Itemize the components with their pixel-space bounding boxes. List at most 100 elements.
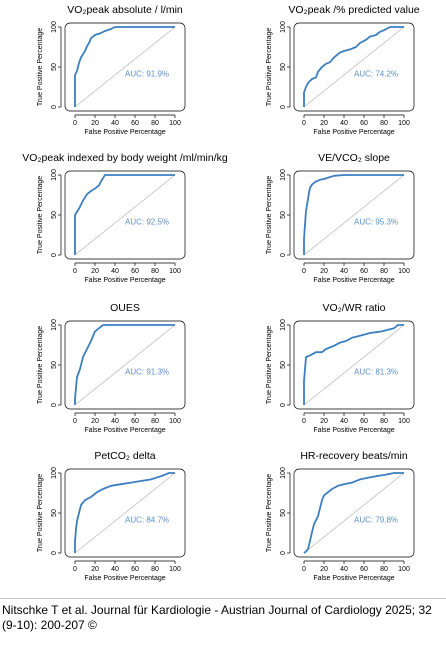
- chart-7-x-axis-label: False Positive Percentage: [84, 575, 165, 582]
- chart-1-y-tick-label: 100: [51, 21, 58, 33]
- chart-7-diagonal-reference: [74, 472, 176, 554]
- chart-8-y-axis-label: True Positive Percentage: [266, 474, 273, 552]
- chart-8-roc-curve: [303, 472, 404, 554]
- chart-3-auc-label: AUC: 92.5%: [125, 218, 169, 227]
- chart-6-roc-curve: [303, 324, 404, 405]
- chart-5-roc-curve: [74, 324, 175, 405]
- chart-7-x-tick-label: 60: [131, 566, 139, 573]
- chart-3-y-tick-label: 100: [51, 169, 58, 181]
- chart-2-x-tick-label: 100: [398, 120, 410, 127]
- chart-1-diagonal-reference: [74, 26, 176, 108]
- chart-8-y-tick-label: 100: [280, 467, 287, 479]
- chart-3-x-axis-label: False Positive Percentage: [84, 277, 165, 284]
- chart-2-plot-frame: [293, 22, 415, 112]
- chart-1-x-tick-label: 40: [111, 120, 119, 127]
- chart-1-x-tick-label: 60: [131, 120, 139, 127]
- chart-5-x-tick-label: 20: [91, 418, 99, 425]
- chart-6-y-axis-label: True Positive Percentage: [266, 326, 273, 404]
- chart-5-y-tick-label: 0: [51, 403, 58, 407]
- chart-3-x-tick-label: 80: [151, 268, 159, 275]
- chart-3-x-tick-label: 40: [111, 268, 119, 275]
- chart-4-roc-curve: [303, 174, 404, 255]
- chart-7-roc-curve: [74, 472, 175, 553]
- chart-4-x-tick-label: 100: [398, 268, 410, 275]
- figure-divider: [0, 598, 446, 599]
- chart-6-y-tick-label: 0: [280, 403, 287, 407]
- chart-4-y-axis-label: True Positive Percentage: [266, 176, 273, 254]
- chart-4-title: VE/VCO₂ slope: [318, 152, 390, 164]
- chart-4-x-tick-label: 80: [380, 268, 388, 275]
- chart-6-x-axis-label: False Positive Percentage: [313, 427, 394, 434]
- chart-4-plot-frame: [293, 170, 415, 260]
- chart-6-auc-label: AUC: 81.3%: [354, 368, 398, 377]
- chart-5-x-tick-label: 60: [131, 418, 139, 425]
- chart-8-y-tick-label: 0: [280, 551, 287, 555]
- chart-1-y-tick-label: 0: [51, 105, 58, 109]
- chart-7-x-tick-label: 40: [111, 566, 119, 573]
- chart-4-x-tick-label: 40: [340, 268, 348, 275]
- chart-8-auc-label: AUC: 79.8%: [354, 516, 398, 525]
- chart-5-plot-frame: [64, 320, 186, 410]
- chart-2-y-tick-label: 50: [280, 63, 287, 71]
- chart-2-y-tick-label: 100: [280, 21, 287, 33]
- chart-6-diagonal-reference: [303, 324, 405, 406]
- chart-7-y-axis-label: True Positive Percentage: [37, 474, 44, 552]
- chart-1-plot-frame: [64, 22, 186, 112]
- chart-7-x-tick-label: 100: [169, 566, 181, 573]
- chart-1-x-tick-label: 80: [151, 120, 159, 127]
- chart-8-diagonal-reference: [303, 472, 405, 554]
- chart-2-y-tick-label: 0: [280, 105, 287, 109]
- chart-1-x-tick-label: 0: [73, 120, 77, 127]
- chart-6-x-tick-label: 100: [398, 418, 410, 425]
- chart-6-x-tick-label: 40: [340, 418, 348, 425]
- chart-5-x-tick-label: 100: [169, 418, 181, 425]
- chart-7-x-tick-label: 20: [91, 566, 99, 573]
- chart-2-x-tick-label: 40: [340, 120, 348, 127]
- chart-4-x-axis-label: False Positive Percentage: [313, 277, 394, 284]
- chart-4-y-tick-label: 0: [280, 253, 287, 257]
- chart-1-y-tick-label: 50: [51, 63, 58, 71]
- chart-2-auc-label: AUC: 74.2%: [354, 70, 398, 79]
- chart-1-x-axis-label: False Positive Percentage: [84, 129, 165, 136]
- chart-3-plot-frame: [64, 170, 186, 260]
- chart-4-x-tick-label: 20: [320, 268, 328, 275]
- chart-7-y-tick-label: 0: [51, 551, 58, 555]
- chart-7-auc-label: AUC: 84.7%: [125, 516, 169, 525]
- chart-4-diagonal-reference: [303, 174, 405, 256]
- chart-1-title: VO₂peak absolute / l/min: [67, 4, 183, 16]
- chart-3-y-axis-label: True Positive Percentage: [37, 176, 44, 254]
- chart-3-diagonal-reference: [74, 174, 176, 256]
- chart-3-x-tick-label: 100: [169, 268, 181, 275]
- chart-5-auc-label: AUC: 91.3%: [125, 368, 169, 377]
- chart-5-x-axis-label: False Positive Percentage: [84, 427, 165, 434]
- chart-6-title: VO₂/WR ratio: [323, 302, 386, 314]
- chart-5-x-tick-label: 40: [111, 418, 119, 425]
- chart-2-x-tick-label: 60: [360, 120, 368, 127]
- chart-3-x-tick-label: 20: [91, 268, 99, 275]
- chart-1-roc-curve: [74, 26, 175, 107]
- chart-4-x-tick-label: 60: [360, 268, 368, 275]
- chart-8-title: HR-recovery beats/min: [300, 450, 408, 462]
- chart-6-y-tick-label: 100: [280, 319, 287, 331]
- chart-6-x-tick-label: 80: [380, 418, 388, 425]
- chart-7-y-tick-label: 100: [51, 467, 58, 479]
- chart-5-diagonal-reference: [74, 324, 176, 406]
- chart-7-title: PetCO₂ delta: [94, 450, 155, 462]
- chart-1-x-tick-label: 20: [91, 120, 99, 127]
- chart-1-y-axis-label: True Positive Percentage: [37, 28, 44, 106]
- chart-3-x-tick-label: 60: [131, 268, 139, 275]
- chart-7-x-tick-label: 0: [73, 566, 77, 573]
- chart-2-y-axis-label: True Positive Percentage: [266, 28, 273, 106]
- chart-7-y-tick-label: 50: [51, 509, 58, 517]
- chart-3-roc-curve: [74, 174, 175, 255]
- chart-8-x-tick-label: 80: [380, 566, 388, 573]
- chart-2-roc-curve: [303, 26, 404, 107]
- chart-1-auc-label: AUC: 91.9%: [125, 70, 169, 79]
- chart-7-plot-frame: [64, 468, 186, 558]
- citation-text: Nitschke T et al. Journal für Kardiologi…: [2, 603, 432, 632]
- chart-5-y-axis-label: True Positive Percentage: [37, 326, 44, 404]
- chart-2-x-axis-label: False Positive Percentage: [313, 129, 394, 136]
- chart-5-x-tick-label: 80: [151, 418, 159, 425]
- chart-4-y-tick-label: 100: [280, 169, 287, 181]
- chart-3-title: VO₂peak indexed by body weight /ml/min/k…: [22, 152, 228, 164]
